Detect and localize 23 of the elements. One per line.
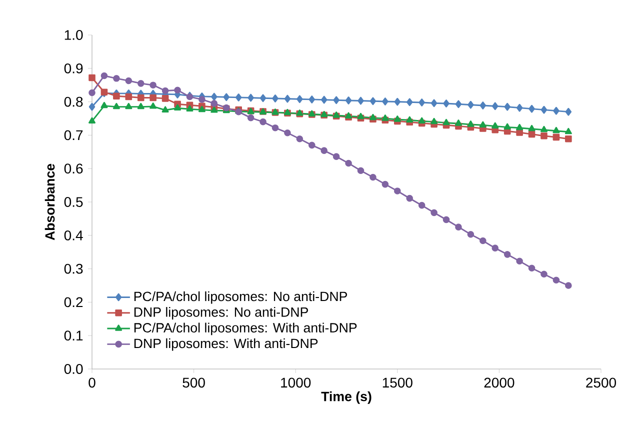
y-tick-label: 0.8	[64, 96, 83, 107]
y-axis-title: Absorbance	[44, 164, 55, 240]
legend-label: DNP liposomes: No anti-DNP	[134, 307, 308, 320]
y-tick-label: 0.1	[64, 330, 83, 341]
y-tick-label: 0.4	[64, 230, 83, 240]
legend-label: PC/PA/chol liposomes: No anti-DNP	[134, 291, 348, 304]
legend-label: PC/PA/chol liposomes: With anti-DNP	[134, 322, 357, 336]
y-tick-label: 0.7	[64, 130, 83, 140]
y-tick-label: 0.6	[64, 164, 83, 174]
x-tick-label: 2000	[484, 378, 514, 388]
x-tick-label: 1500	[382, 378, 412, 388]
y-tick-label: 0.2	[64, 297, 83, 308]
x-tick-label: 1000	[281, 378, 311, 388]
y-tick-label: 0.9	[64, 63, 83, 74]
x-tick-label: 2500	[586, 378, 616, 388]
y-tick-label: 0.0	[64, 364, 83, 374]
y-tick-label: 0.3	[64, 264, 83, 274]
x-tick-label: 500	[182, 378, 205, 388]
x-tick-label: 0	[88, 378, 96, 388]
x-axis-title: Time (s)	[321, 391, 372, 404]
y-tick-label: 1.0	[64, 30, 83, 40]
legend-label: DNP liposomes: With anti-DNP	[134, 338, 318, 351]
y-tick-label: 0.5	[64, 197, 83, 207]
